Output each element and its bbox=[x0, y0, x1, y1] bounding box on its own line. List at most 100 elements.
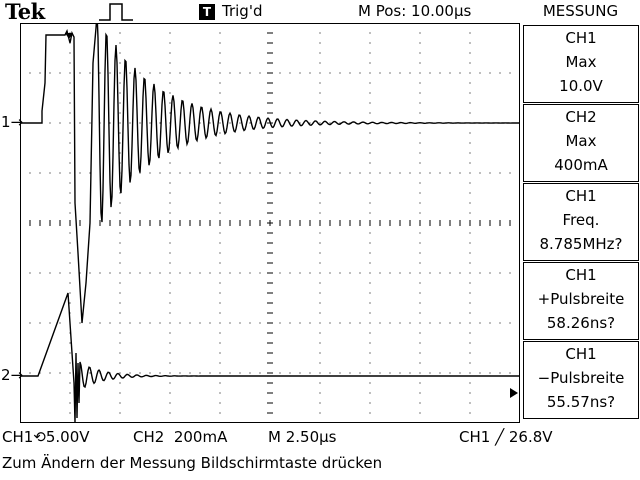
grid-dot bbox=[69, 282, 71, 284]
grid-dot bbox=[219, 282, 221, 284]
grid-dot bbox=[119, 332, 121, 334]
grid-dot bbox=[369, 112, 371, 114]
measurement-button-2[interactable]: CH2 Max 400mA bbox=[523, 104, 639, 182]
measurement-button-4[interactable]: CH1 +Pulsbreite 58.26ns? bbox=[523, 262, 639, 340]
grid-dot bbox=[299, 322, 301, 324]
measurement-button-3[interactable]: CH1 Freq. 8.785MHz? bbox=[523, 183, 639, 261]
grid-dot bbox=[369, 72, 371, 74]
grid-dot bbox=[319, 212, 321, 214]
grid-dot bbox=[89, 172, 91, 174]
grid-dot bbox=[129, 122, 131, 124]
grid-dot bbox=[469, 402, 471, 404]
grid-dot bbox=[89, 72, 91, 74]
measurement-source: CH1 bbox=[565, 345, 597, 363]
grid-dot bbox=[369, 132, 371, 134]
grid-dot bbox=[439, 272, 441, 274]
grid-dot bbox=[419, 412, 421, 414]
grid-dot bbox=[209, 272, 211, 274]
grid-dot bbox=[369, 262, 371, 264]
ch2-trace bbox=[20, 292, 520, 423]
measurement-type: Max bbox=[565, 132, 597, 150]
grid-dot bbox=[49, 372, 51, 374]
grid-dot bbox=[369, 242, 371, 244]
grid-dot bbox=[469, 202, 471, 204]
grid-dot bbox=[439, 72, 441, 74]
grid-dot bbox=[479, 72, 481, 74]
grid-dot bbox=[239, 322, 241, 324]
grid-dot bbox=[419, 342, 421, 344]
grid-dot bbox=[69, 162, 71, 164]
grid-dot bbox=[419, 82, 421, 84]
grid-dot bbox=[119, 312, 121, 314]
grid-dot bbox=[259, 322, 261, 324]
grid-dot bbox=[69, 23, 71, 24]
grid-dot bbox=[319, 232, 321, 234]
ch2-vertical-scale: CH2 200mA bbox=[133, 428, 228, 446]
measurement-type: Freq. bbox=[562, 211, 600, 229]
measurement-value: 55.57ns? bbox=[546, 393, 616, 411]
grid-dot bbox=[109, 272, 111, 274]
grid-dot bbox=[99, 322, 101, 324]
grid-dot bbox=[129, 272, 131, 274]
grid-dot bbox=[169, 322, 171, 324]
grid-dot bbox=[279, 372, 281, 374]
grid-dot bbox=[69, 252, 71, 254]
grid-dot bbox=[419, 52, 421, 54]
grid-dot bbox=[169, 192, 171, 194]
grid-dot bbox=[219, 182, 221, 184]
grid-dot bbox=[199, 322, 201, 324]
grid-dot bbox=[119, 202, 121, 204]
grid-dot bbox=[319, 182, 321, 184]
grid-dot bbox=[499, 172, 501, 174]
grid-dot bbox=[369, 102, 371, 104]
grid-dot bbox=[69, 82, 71, 84]
measurement-source: CH1 bbox=[565, 266, 597, 284]
grid-dot bbox=[139, 372, 141, 374]
grid-dot bbox=[259, 122, 261, 124]
grid-dot bbox=[29, 272, 31, 274]
grid-dot bbox=[369, 62, 371, 64]
trigger-level: CH1 ╱ 26.8V bbox=[459, 428, 553, 446]
grid-dot bbox=[319, 392, 321, 394]
grid-dot bbox=[419, 72, 421, 74]
grid-dot bbox=[49, 72, 51, 74]
grid-dot bbox=[219, 322, 221, 324]
grid-dot bbox=[119, 352, 121, 354]
measurement-button-5[interactable]: CH1 −Pulsbreite 55.57ns? bbox=[523, 341, 639, 419]
grid-dot bbox=[469, 252, 471, 254]
measurement-type: +Pulsbreite bbox=[537, 290, 625, 308]
grid-dot bbox=[169, 112, 171, 114]
grid-dot bbox=[469, 392, 471, 394]
grid-dot bbox=[309, 272, 311, 274]
grid-dot bbox=[159, 122, 161, 124]
top-status-bar: Tek T Trig'd M Pos: 10.00µs bbox=[0, 0, 520, 24]
trigger-position-marker bbox=[65, 33, 73, 39]
grid-dot bbox=[319, 92, 321, 94]
grid-dot bbox=[419, 182, 421, 184]
grid-dot bbox=[329, 72, 331, 74]
grid-dot bbox=[169, 402, 171, 404]
grid-dot bbox=[20, 372, 21, 374]
grid-dot bbox=[369, 152, 371, 154]
graticule bbox=[20, 23, 520, 423]
grid-dot bbox=[329, 322, 331, 324]
grid-dot bbox=[79, 72, 81, 74]
grid-dot bbox=[309, 72, 311, 74]
grid-dot bbox=[469, 342, 471, 344]
grid-dot bbox=[239, 172, 241, 174]
waveform-traces bbox=[20, 23, 520, 423]
grid-dot bbox=[39, 72, 41, 74]
grid-dot bbox=[369, 362, 371, 364]
grid-dot bbox=[69, 342, 71, 344]
grid-dot bbox=[219, 62, 221, 64]
grid-dot bbox=[79, 322, 81, 324]
grid-dot bbox=[319, 102, 321, 104]
grid-dot bbox=[319, 122, 321, 124]
grid-dot bbox=[29, 172, 31, 174]
measurement-button-1[interactable]: CH1 Max 10.0V bbox=[523, 25, 639, 103]
grid-dot bbox=[219, 152, 221, 154]
grid-dot bbox=[119, 192, 121, 194]
grid-dot bbox=[169, 52, 171, 54]
grid-dot bbox=[179, 72, 181, 74]
grid-dot bbox=[119, 52, 121, 54]
